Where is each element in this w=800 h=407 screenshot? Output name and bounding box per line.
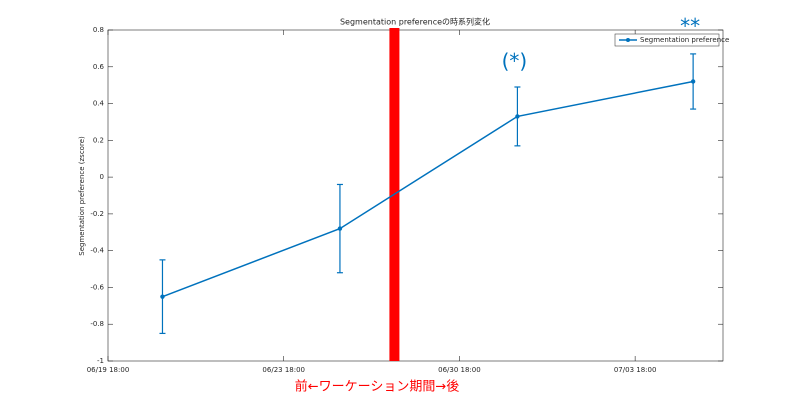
data-point [690, 79, 696, 84]
y-tick-label: 0.4 [93, 100, 105, 108]
annotation: (*) [502, 49, 528, 73]
x-tick-label: 06/19 18:00 [87, 366, 130, 374]
y-tick-label: -0.4 [90, 247, 104, 255]
annotation: ** [680, 14, 700, 38]
data-point [515, 114, 520, 119]
data-point [160, 294, 165, 299]
legend-box [614, 33, 720, 47]
series-line [162, 80, 694, 298]
y-tick-label: -0.8 [90, 320, 104, 328]
y-tick-label: -0.6 [90, 283, 104, 291]
x-tick-label: 06/30 18:00 [438, 366, 481, 374]
data-point [337, 226, 343, 231]
y-tick-label: -1 [97, 357, 104, 365]
x-tick-label: 06/23 18:00 [262, 366, 305, 374]
y-tick-label: 0.2 [93, 136, 104, 144]
y-tick-label: 0.8 [93, 26, 104, 34]
x-axis-label: 前←ワーケーション期間→後 [295, 379, 460, 395]
plot-area [107, 29, 724, 362]
y-tick-label: 0 [100, 173, 104, 181]
y-axis-label: Segmentation preference (zscore) [78, 136, 86, 256]
chart-title: Segmentation preferenceの時系列変化 [340, 17, 490, 27]
legend-label: Segmentation preference [640, 36, 729, 44]
y-tick-label: 0.6 [93, 63, 105, 71]
x-tick-label: 07/03 18:00 [614, 366, 657, 374]
legend-swatch-marker [626, 38, 630, 42]
y-tick-label: -0.2 [90, 210, 104, 218]
